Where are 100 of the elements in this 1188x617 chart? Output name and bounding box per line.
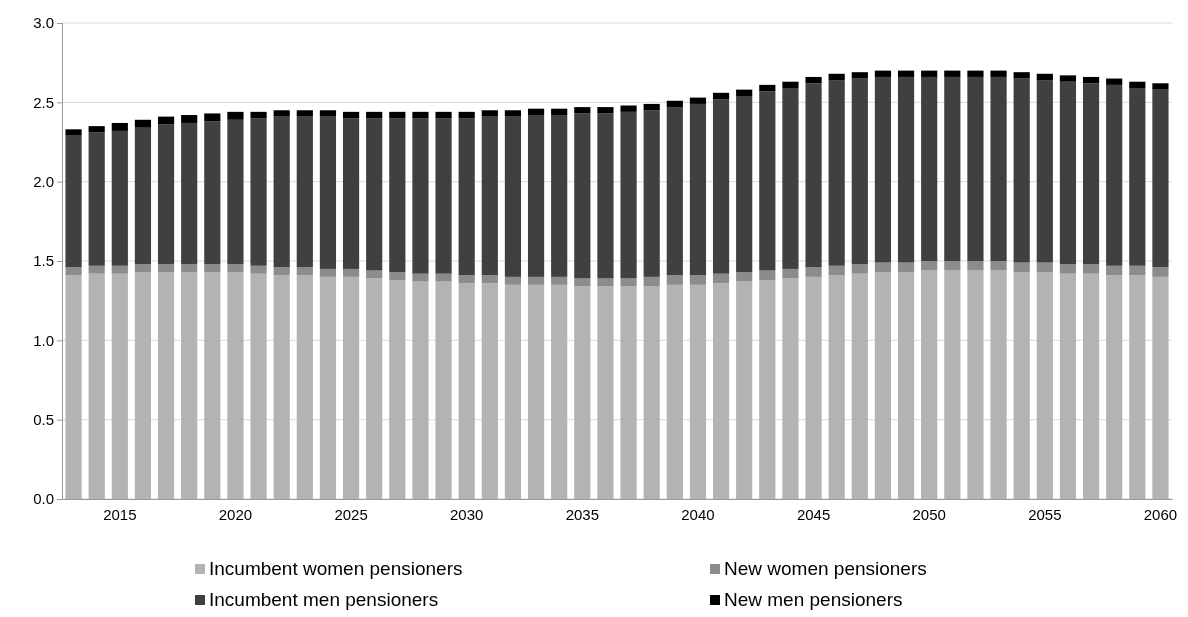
bar xyxy=(412,111,429,119)
bar xyxy=(944,261,961,271)
bar xyxy=(481,283,498,499)
x-tick-label: 2040 xyxy=(681,505,715,523)
bar xyxy=(666,275,683,285)
bar xyxy=(551,115,568,277)
bar xyxy=(874,76,892,263)
bar xyxy=(990,70,1007,77)
bar xyxy=(296,275,313,499)
bar xyxy=(1129,265,1146,276)
bar xyxy=(250,111,267,119)
y-tick-label: 1.0 xyxy=(33,331,54,349)
legend-label: New women pensioners xyxy=(724,558,927,579)
bar xyxy=(157,264,175,273)
bar xyxy=(805,83,822,268)
bar xyxy=(597,113,614,279)
bar xyxy=(805,267,822,277)
y-tick-label: 2.5 xyxy=(33,93,54,111)
bar xyxy=(273,267,290,276)
bar xyxy=(597,107,614,114)
bar xyxy=(319,110,337,117)
bar xyxy=(435,281,452,499)
y-tick-label: 3.0 xyxy=(33,14,54,32)
bar xyxy=(412,281,429,499)
bar xyxy=(342,276,360,499)
x-tick-label: 2020 xyxy=(218,505,253,523)
bar xyxy=(412,273,429,282)
bar xyxy=(897,262,915,273)
bar xyxy=(1059,273,1077,499)
bar xyxy=(736,281,753,499)
x-tick-label: 2055 xyxy=(1028,505,1062,523)
bar xyxy=(88,126,105,133)
bar xyxy=(782,88,799,269)
bar xyxy=(620,111,637,279)
legend-label: New men pensioners xyxy=(724,589,903,610)
bar xyxy=(88,132,105,266)
bar xyxy=(111,273,128,499)
bar xyxy=(851,273,868,499)
bar xyxy=(412,118,429,274)
x-tick-label: 2025 xyxy=(334,505,368,523)
bar xyxy=(342,118,360,269)
bar xyxy=(666,107,683,276)
bar xyxy=(551,108,568,116)
bar xyxy=(1152,276,1169,499)
bar xyxy=(181,264,198,273)
bar xyxy=(666,100,683,108)
bar xyxy=(1152,89,1169,268)
bar xyxy=(481,275,498,284)
bar xyxy=(458,283,475,499)
bar xyxy=(366,118,383,271)
bar xyxy=(527,115,545,277)
bar xyxy=(897,76,915,263)
bar xyxy=(458,111,475,119)
bar xyxy=(1106,78,1123,85)
bar xyxy=(921,70,938,77)
bar xyxy=(458,275,475,284)
bar xyxy=(157,116,175,125)
bar xyxy=(897,272,915,499)
bar xyxy=(435,273,452,282)
bar xyxy=(204,272,221,499)
bar xyxy=(874,272,892,499)
bar xyxy=(1152,267,1169,277)
bar xyxy=(990,261,1007,271)
bar xyxy=(712,92,730,100)
bar xyxy=(551,276,568,285)
bar xyxy=(65,275,82,499)
bar xyxy=(389,272,406,281)
x-tick-label: 2030 xyxy=(450,505,484,523)
x-tick-label: 2015 xyxy=(103,505,137,523)
x-tick-label: 2060 xyxy=(1143,505,1178,523)
bar xyxy=(689,97,707,104)
bar xyxy=(88,273,105,499)
bar xyxy=(250,118,267,266)
bar xyxy=(874,262,892,273)
bar xyxy=(88,265,105,274)
bar xyxy=(967,270,984,499)
bar xyxy=(134,119,152,128)
bar xyxy=(1082,264,1100,274)
bar xyxy=(643,103,660,111)
bar xyxy=(181,122,198,265)
legend-label: Incumbent men pensioners xyxy=(209,589,439,610)
bar xyxy=(1129,88,1146,266)
bar xyxy=(204,121,221,265)
bar xyxy=(828,275,845,499)
bar xyxy=(620,286,637,499)
bar xyxy=(1036,80,1053,263)
bar xyxy=(689,275,707,285)
bar xyxy=(874,70,892,77)
bar xyxy=(273,275,290,499)
bar xyxy=(481,110,498,117)
bar xyxy=(551,284,568,499)
bar xyxy=(782,268,799,279)
bar xyxy=(828,73,845,81)
bar xyxy=(366,111,383,119)
bar xyxy=(712,99,730,274)
bar xyxy=(134,127,152,265)
bar xyxy=(712,283,730,499)
bar xyxy=(458,118,475,276)
bar xyxy=(227,111,244,120)
bar xyxy=(111,130,128,266)
